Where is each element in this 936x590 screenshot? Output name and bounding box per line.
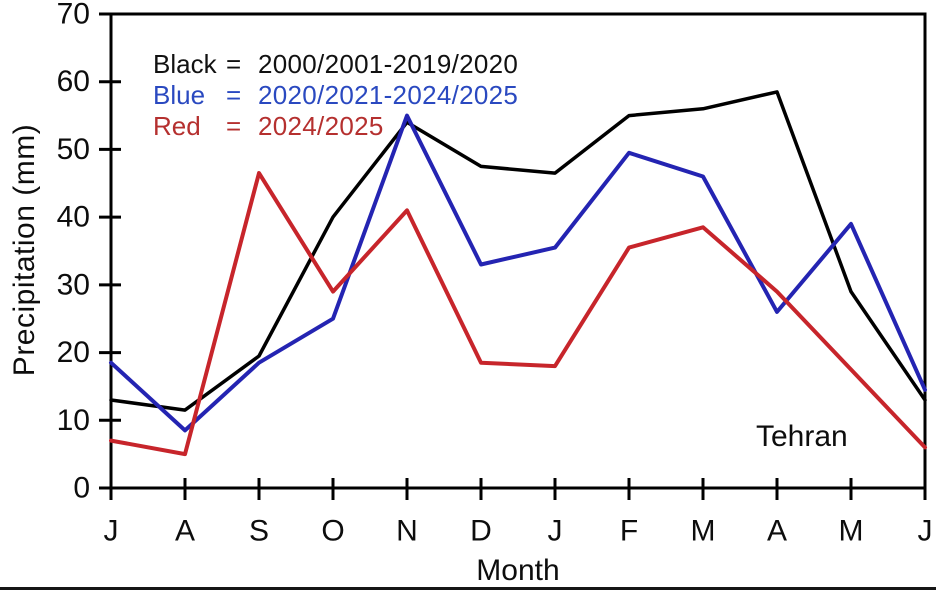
x-tick-label: J [104, 515, 119, 548]
legend-label: Black [153, 49, 217, 79]
x-tick-label: O [321, 515, 344, 548]
legend-equals: = [226, 80, 242, 110]
series-line-blue [109, 113, 927, 433]
series-line-red [109, 171, 927, 457]
x-tick-label: M [691, 515, 716, 548]
y-tick-label: 60 [57, 65, 90, 98]
y-tick-label: 70 [57, 0, 90, 31]
y-tick-label: 0 [73, 472, 90, 505]
y-tick-label: 30 [57, 268, 90, 301]
x-tick-label: A [767, 515, 787, 548]
legend-label: Red [153, 111, 201, 141]
legend-equals: = [226, 111, 242, 141]
legend-value: 2000/2001-2019/2020 [258, 49, 519, 79]
y-tick-label: 50 [57, 133, 90, 166]
x-tick-label: J [918, 515, 933, 548]
x-tick-label: F [620, 515, 638, 548]
legend-entry-black: Black = 2000/2001-2019/2020 [153, 49, 518, 80]
y-tick-label: 10 [57, 404, 90, 437]
y-tick-label: 20 [57, 336, 90, 369]
bottom-divider-line [0, 587, 936, 590]
series-line-black [109, 90, 927, 412]
legend-equals: = [226, 49, 242, 79]
x-tick-label: S [249, 515, 269, 548]
x-tick-label: N [396, 515, 418, 548]
legend-label: Blue [153, 80, 206, 110]
city-label: Tehran [756, 420, 848, 453]
plot-border [109, 12, 927, 490]
legend-value: 2020/2021-2024/2025 [258, 80, 519, 110]
legend-entry-blue: Blue = 2020/2021-2024/2025 [153, 80, 518, 111]
x-tick-label: M [839, 515, 864, 548]
x-axis-title: Month [476, 554, 560, 587]
legend-value: 2024/2025 [258, 111, 384, 141]
y-axis-title: Precipitation (mm) [8, 123, 41, 377]
x-tick-label: D [470, 515, 492, 548]
legend-entry-red: Red = 2024/2025 [153, 111, 518, 142]
chart-legend: Black = 2000/2001-2019/2020 Blue = 2020/… [153, 49, 518, 142]
x-tick-label: A [175, 515, 195, 548]
y-tick-label: 40 [57, 201, 90, 234]
x-tick-label: J [548, 515, 563, 548]
